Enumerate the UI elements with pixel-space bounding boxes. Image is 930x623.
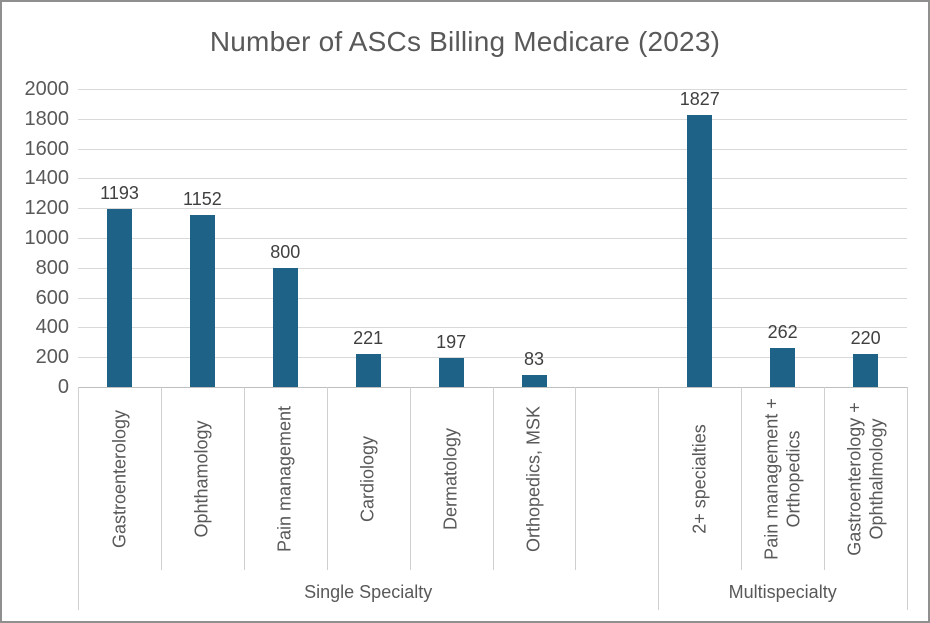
bar-pain-management bbox=[272, 267, 298, 387]
x-axis-category-label: 2+ specialties bbox=[689, 423, 710, 534]
axis-group-separator-line bbox=[78, 387, 79, 610]
bar-value-label: 1152 bbox=[183, 189, 222, 210]
gridline-1800 bbox=[78, 118, 907, 120]
bar-dermatology bbox=[438, 357, 464, 387]
bar-value-label: 197 bbox=[436, 331, 467, 352]
bar-2+-specialties bbox=[687, 114, 713, 387]
bar-value-label: 83 bbox=[523, 348, 545, 369]
x-axis-category-label: Gastroenterology + Ophthalmology bbox=[844, 401, 887, 556]
gridline-600 bbox=[78, 297, 907, 299]
x-axis-group-label: Multispecialty bbox=[728, 582, 837, 602]
bar-ophthamology bbox=[189, 215, 215, 387]
bar-gastroenterology-+-ophthalmology bbox=[853, 354, 879, 387]
axis-category-separator-line bbox=[492, 387, 494, 570]
bar-value-label: 800 bbox=[270, 241, 301, 262]
axis-category-separator-line bbox=[824, 387, 826, 570]
axis-category-separator-line bbox=[575, 387, 577, 570]
x-axis-category-label: Pain management bbox=[275, 405, 296, 552]
bar-orthopedics,-msk bbox=[521, 374, 547, 387]
bar-pain-management-+-orthopedics bbox=[770, 348, 796, 387]
x-axis-category-label: Dermatology bbox=[441, 427, 462, 530]
x-axis-category-label: Pain management + Orthopedics bbox=[761, 397, 804, 560]
axis-group-separator-line bbox=[907, 387, 908, 610]
bar-value-label: 220 bbox=[850, 328, 881, 349]
y-axis-tick-label: 1800 bbox=[24, 107, 70, 130]
bar-value-label: 1827 bbox=[679, 88, 720, 109]
chart-title: Number of ASCs Billing Medicare (2023) bbox=[209, 26, 721, 57]
axis-group-separator-line bbox=[658, 387, 660, 610]
gridline-2000 bbox=[78, 89, 907, 90]
y-axis-tick-label: 800 bbox=[35, 256, 69, 279]
axis-category-separator-line bbox=[243, 387, 245, 570]
y-axis-tick-label: 1600 bbox=[24, 137, 70, 160]
axis-category-separator-line bbox=[326, 387, 328, 570]
x-axis-category-label: Cardiology bbox=[358, 435, 379, 522]
y-axis-tick-label: 200 bbox=[35, 346, 69, 369]
gridline-1000 bbox=[78, 238, 907, 239]
y-axis-tick-label: 400 bbox=[35, 316, 69, 339]
axis-category-separator-line bbox=[160, 387, 162, 570]
y-axis-tick-label: 600 bbox=[35, 286, 69, 309]
bar-value-label: 262 bbox=[767, 322, 798, 342]
y-axis-tick-label: 1200 bbox=[24, 197, 70, 220]
gridline-800 bbox=[78, 267, 907, 269]
axis-category-separator-line bbox=[409, 387, 411, 570]
gridline-1200 bbox=[78, 208, 907, 210]
x-axis-category-label: Gastroenterology bbox=[109, 409, 130, 548]
y-axis-tick-label: 0 bbox=[57, 376, 69, 398]
y-axis-tick-label: 1400 bbox=[24, 167, 70, 190]
bar-gastroenterology bbox=[107, 209, 132, 387]
gridline-1600 bbox=[78, 148, 907, 150]
gridline-200 bbox=[78, 357, 907, 359]
bar-cardiology bbox=[355, 354, 381, 387]
y-axis-tick-label: 1000 bbox=[24, 227, 70, 249]
x-axis-category-label: Orthopedics, MSK bbox=[523, 405, 544, 552]
x-axis-group-label: Single Specialty bbox=[304, 582, 433, 602]
bar-value-label: 221 bbox=[353, 328, 384, 349]
axis-category-separator-line bbox=[741, 387, 743, 570]
x-axis-category-label: Ophthamology bbox=[192, 419, 213, 538]
gridline-1400 bbox=[78, 178, 907, 180]
y-axis-tick-label: 2000 bbox=[24, 78, 70, 100]
gridline-400 bbox=[78, 327, 907, 329]
bar-value-label: 1193 bbox=[100, 183, 139, 204]
